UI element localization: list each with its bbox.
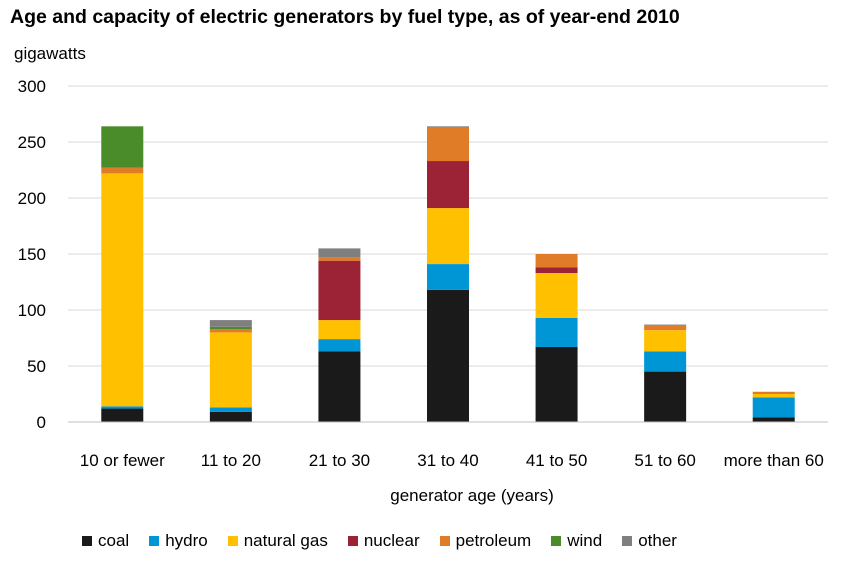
bar-segment-coal <box>318 351 361 422</box>
legend: coal hydro natural gas nuclear petroleum wind… <box>82 529 697 553</box>
bar-segment-hydro <box>752 397 795 418</box>
y-axis-ticks: 0 50 100 150 200 250 300 <box>18 77 46 432</box>
y-tick-label: 150 <box>18 245 46 264</box>
legend-item-wind: wind <box>551 531 602 551</box>
legend-swatch <box>439 536 450 546</box>
legend-item-other: other <box>622 531 677 551</box>
bars <box>101 126 795 422</box>
y-tick-label: 100 <box>18 301 46 320</box>
bar-segment-natural-gas <box>427 208 469 265</box>
bar-segment-nuclear <box>535 267 578 274</box>
x-axis-label: generator age (years) <box>390 486 553 505</box>
legend-swatch <box>347 536 358 546</box>
bar-segment-petroleum <box>209 329 252 333</box>
bar-segment-hydro <box>209 407 252 412</box>
bar-segment-other <box>427 126 469 128</box>
legend-item-petroleum: petroleum <box>439 531 532 551</box>
bar-segment-coal <box>752 417 795 422</box>
y-tick-label: 250 <box>18 133 46 152</box>
legend-label: petroleum <box>455 531 532 550</box>
y-tick-label: 200 <box>18 189 46 208</box>
legend-label: hydro <box>165 531 208 550</box>
legend-swatch <box>149 536 160 546</box>
legend-item-nuclear: nuclear <box>347 531 420 551</box>
bar-segment-petroleum <box>535 254 578 268</box>
legend-label: nuclear <box>363 531 420 550</box>
legend-label: wind <box>567 531 603 550</box>
x-tick-label: 51 to 60 <box>634 451 695 470</box>
x-tick-label: 41 to 50 <box>526 451 587 470</box>
bar-segment-coal <box>535 346 578 422</box>
bar-segment-nuclear <box>427 161 469 209</box>
bar-segment-other <box>318 248 361 258</box>
legend-item-natural-gas: natural gas <box>227 531 328 551</box>
bar-segment-natural-gas <box>644 330 687 352</box>
x-tick-label: more than 60 <box>724 451 824 470</box>
bar-segment-natural-gas <box>752 394 795 398</box>
bar-segment-hydro <box>101 406 144 409</box>
x-axis-ticks: 10 or fewer 11 to 20 21 to 30 31 to 40 41 to… <box>80 451 824 470</box>
bar-segment-hydro <box>535 317 578 347</box>
bar-segment-natural-gas <box>535 273 578 318</box>
bar-segment-natural-gas <box>318 320 361 340</box>
bar-segment-hydro <box>644 351 687 372</box>
bar-segment-coal <box>101 408 144 422</box>
bar-segment-petroleum <box>101 167 144 174</box>
bar-segment-nuclear <box>318 260 361 321</box>
legend-item-hydro: hydro <box>149 531 208 551</box>
legend-swatch <box>551 536 562 546</box>
x-tick-label: 10 or fewer <box>80 451 165 470</box>
bar-segment-petroleum <box>644 325 687 331</box>
bar-segment-natural-gas <box>101 173 144 407</box>
bar-segment-other <box>209 320 252 327</box>
bar-segment-wind <box>101 126 144 168</box>
legend-swatch <box>622 536 633 546</box>
bar-segment-hydro <box>318 339 361 352</box>
y-tick-label: 0 <box>37 413 46 432</box>
legend-label: coal <box>98 531 130 550</box>
x-tick-label: 11 to 20 <box>201 451 261 470</box>
chart-title: Age and capacity of electric generators … <box>10 6 680 28</box>
bar-segment-petroleum <box>427 127 469 162</box>
x-tick-label: 21 to 30 <box>309 451 370 470</box>
legend-label: other <box>638 531 677 550</box>
y-axis-label: gigawatts <box>14 44 86 63</box>
legend-label: natural gas <box>243 531 328 550</box>
bar-segment-hydro <box>427 264 469 290</box>
legend-item-coal: coal <box>82 531 129 551</box>
bar-segment-coal <box>209 411 252 422</box>
legend-swatch <box>227 536 238 546</box>
bar-segment-other <box>644 324 687 326</box>
bar-segment-coal <box>644 371 687 422</box>
bar-segment-petroleum <box>752 391 795 394</box>
x-tick-label: 31 to 40 <box>417 451 478 470</box>
legend-swatch <box>82 536 92 546</box>
y-tick-label: 300 <box>18 77 46 96</box>
bar-segment-natural-gas <box>209 332 252 408</box>
bar-segment-petroleum <box>318 257 361 261</box>
bar-segment-coal <box>427 289 469 422</box>
y-tick-label: 50 <box>27 357 46 376</box>
bar-segment-wind <box>209 326 252 330</box>
